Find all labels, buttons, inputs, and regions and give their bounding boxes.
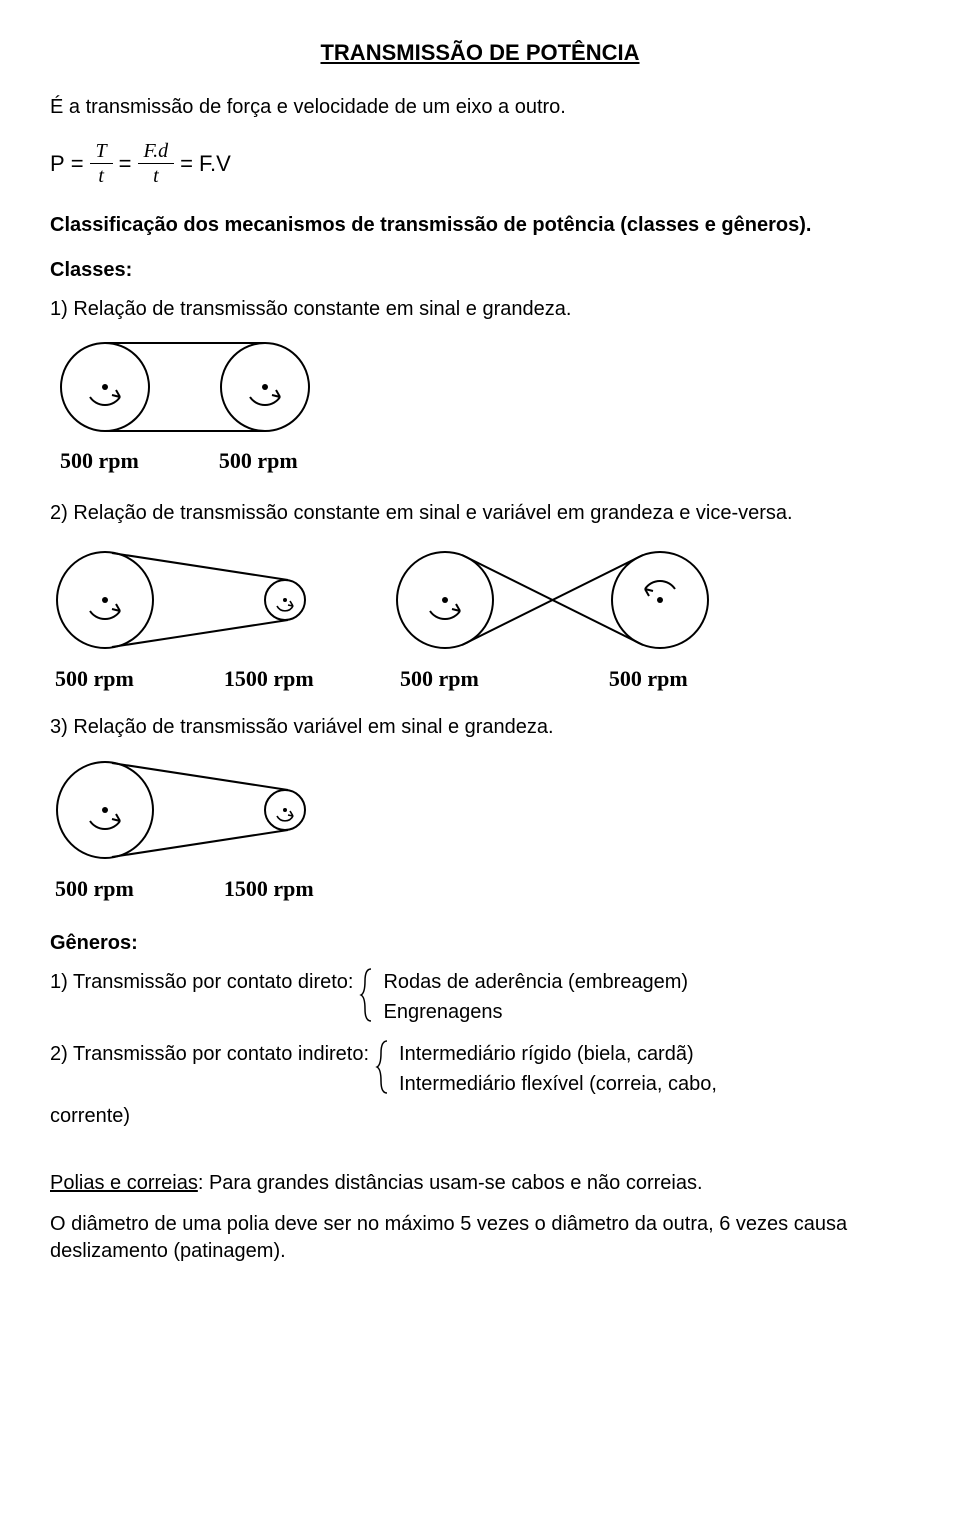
brace-icon-1 [359,967,377,1023]
classes-label: Classes: [50,259,910,282]
gen1-r2: Engrenagens [383,1001,502,1023]
diagram-class-3: 500 rpm 1500 rpm [50,755,330,902]
frac1-num: T [90,139,113,163]
belt-cone-svg [50,755,330,865]
diagram-class-1: 500 rpm 500 rpm [50,337,330,474]
gen2-r1: Intermediário rígido (biela, cardã) [399,1043,694,1065]
gen2-r2: Intermediário flexível (correia, cabo, [399,1073,717,1095]
d3-label-left: 500 rpm [55,876,134,902]
gen1-r1: Rodas de aderência (embreagem) [383,971,688,993]
gen2-left: 2) Transmissão por contato indireto: [50,1039,369,1069]
genero-2: 2) Transmissão por contato indireto: Int… [50,1039,910,1099]
d2b-label-left: 500 rpm [400,666,479,692]
gen1-left: 1) Transmissão por contato direto: [50,967,353,997]
genero-1: 1) Transmissão por contato direto: Rodas… [50,967,910,1027]
equals-3: = [180,151,193,177]
frac2-den: t [147,164,165,188]
d3-label-right: 1500 rpm [224,876,314,902]
formula-lhs: P [50,151,65,177]
gen2-tail: corrente) [50,1103,910,1130]
belt-crossed-svg [390,545,720,655]
fraction-1: T t [90,139,113,188]
footer1-lead: Polias e correias [50,1172,198,1194]
d2a-label-left: 500 rpm [55,666,134,692]
power-formula: P = T t = F.d t = F.V [50,139,910,188]
equals-2: = [119,151,132,177]
class-1-text: 1) Relação de transmissão constante em s… [50,296,910,323]
footer1-rest: : Para grandes distâncias usam-se cabos … [198,1172,703,1194]
d1-label-right: 500 rpm [219,448,298,474]
gen2-right: Intermediário rígido (biela, cardã) Inte… [399,1039,717,1099]
fraction-2: F.d t [138,139,175,188]
belt-big-small-svg [50,545,330,655]
diagram-class-2-row: 500 rpm 1500 rpm 500 rpm 500 rpm [50,545,910,692]
page-title: TRANSMISSÃO DE POTÊNCIA [50,40,910,66]
brace-icon-2 [375,1039,393,1095]
classification-heading: Classificação dos mecanismos de transmis… [50,212,910,239]
diagram-class-2b: 500 rpm 500 rpm [390,545,720,692]
d2b-label-right: 500 rpm [609,666,688,692]
frac1-den: t [92,164,110,188]
d1-label-left: 500 rpm [60,448,139,474]
footer-paragraph: Polias e correias: Para grandes distânci… [50,1170,910,1197]
generos-label: Gêneros: [50,932,910,955]
footer-paragraph-2: O diâmetro de uma polia deve ser no máxi… [50,1211,910,1265]
d2a-label-right: 1500 rpm [224,666,314,692]
formula-rhs: F.V [199,151,231,177]
class-2-text: 2) Relação de transmissão constante em s… [50,500,910,527]
intro-paragraph: É a transmissão de força e velocidade de… [50,94,910,121]
class-3-text: 3) Relação de transmissão variável em si… [50,714,910,741]
belt-equal-pulleys-svg [50,337,330,437]
gen1-right: Rodas de aderência (embreagem) Engrenage… [383,967,688,1027]
equals-1: = [71,151,84,177]
frac2-num: F.d [138,139,175,163]
diagram-class-2a: 500 rpm 1500 rpm [50,545,330,692]
